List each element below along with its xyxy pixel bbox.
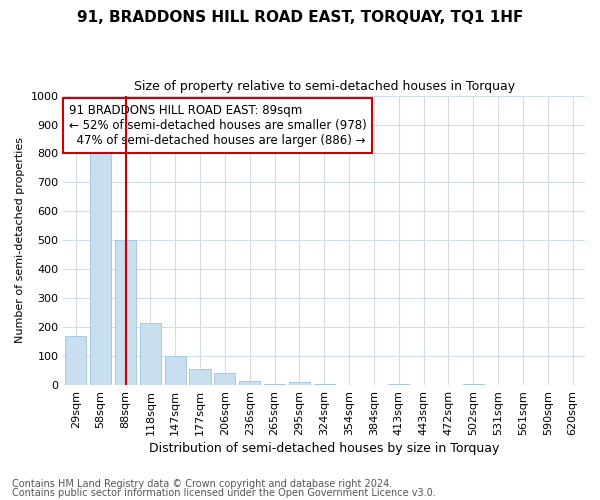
Bar	[463, 384, 484, 385]
Text: Contains public sector information licensed under the Open Government Licence v3: Contains public sector information licen…	[12, 488, 436, 498]
Text: 91 BRADDONS HILL ROAD EAST: 89sqm
← 52% of semi-detached houses are smaller (978: 91 BRADDONS HILL ROAD EAST: 89sqm ← 52% …	[68, 104, 367, 147]
Bar	[140, 323, 161, 385]
Title: Size of property relative to semi-detached houses in Torquay: Size of property relative to semi-detach…	[134, 80, 515, 93]
X-axis label: Distribution of semi-detached houses by size in Torquay: Distribution of semi-detached houses by …	[149, 442, 499, 455]
Bar	[115, 240, 136, 385]
Bar	[65, 336, 86, 385]
Bar	[214, 374, 235, 385]
Y-axis label: Number of semi-detached properties: Number of semi-detached properties	[15, 138, 25, 344]
Text: 91, BRADDONS HILL ROAD EAST, TORQUAY, TQ1 1HF: 91, BRADDONS HILL ROAD EAST, TORQUAY, TQ…	[77, 10, 523, 25]
Bar	[90, 154, 111, 385]
Bar	[264, 384, 285, 385]
Bar	[164, 356, 186, 385]
Bar	[289, 382, 310, 385]
Bar	[388, 384, 409, 385]
Bar	[239, 380, 260, 385]
Bar	[314, 384, 335, 385]
Text: Contains HM Land Registry data © Crown copyright and database right 2024.: Contains HM Land Registry data © Crown c…	[12, 479, 392, 489]
Bar	[190, 369, 211, 385]
